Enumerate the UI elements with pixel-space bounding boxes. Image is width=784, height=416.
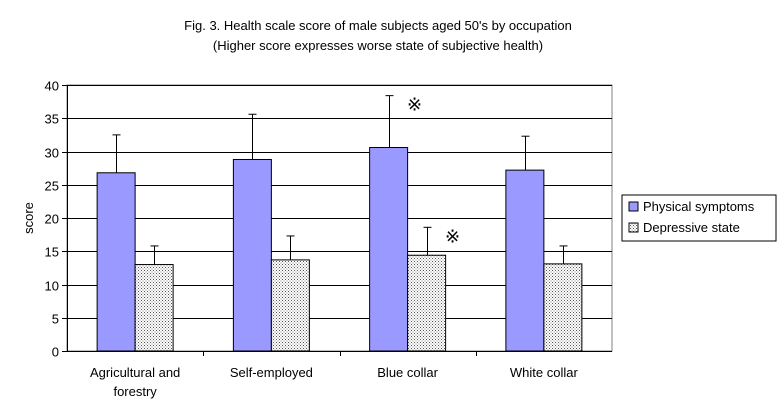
x-tick-label: White collar bbox=[510, 365, 579, 380]
y-tick-label: 40 bbox=[45, 79, 59, 94]
y-tick-label: 35 bbox=[45, 112, 59, 127]
chart-subtitle: (Higher score expresses worse state of s… bbox=[213, 38, 543, 53]
bar-physical-symptoms bbox=[232, 158, 272, 352]
x-tick-label: Blue collar bbox=[377, 365, 438, 380]
bar-physical-symptoms bbox=[96, 172, 136, 352]
y-tick-label: 30 bbox=[45, 146, 59, 161]
x-tick-label: Agricultural and bbox=[90, 365, 180, 380]
significance-marker: ※ bbox=[445, 226, 460, 246]
y-tick-label: 20 bbox=[45, 212, 59, 227]
legend-label: Physical symptoms bbox=[643, 199, 755, 214]
bar-physical-symptoms bbox=[369, 147, 409, 352]
legend-box bbox=[621, 194, 777, 242]
x-tick-label: forestry bbox=[113, 384, 157, 399]
bar-physical-symptoms bbox=[505, 169, 545, 352]
y-tick-label: 0 bbox=[52, 345, 59, 360]
y-tick-label: 10 bbox=[45, 279, 59, 294]
bar-depressive-state bbox=[134, 264, 174, 352]
x-tick-label: Self-employed bbox=[230, 365, 313, 380]
legend-swatch bbox=[628, 222, 639, 233]
bar-depressive-state bbox=[407, 254, 447, 352]
y-tick-label: 25 bbox=[45, 179, 59, 194]
legend-label: Depressive state bbox=[643, 220, 740, 235]
significance-marker: ※ bbox=[407, 95, 422, 115]
bar-depressive-state bbox=[543, 263, 583, 352]
y-axis-label: score bbox=[21, 202, 36, 234]
legend: Physical symptoms Depressive state bbox=[621, 194, 777, 242]
legend-swatch bbox=[628, 201, 639, 212]
chart-title: Fig. 3. Health scale score of male subje… bbox=[184, 18, 572, 33]
bar-depressive-state bbox=[270, 259, 310, 352]
y-tick-label: 15 bbox=[45, 245, 59, 260]
y-tick-label: 5 bbox=[52, 312, 59, 327]
